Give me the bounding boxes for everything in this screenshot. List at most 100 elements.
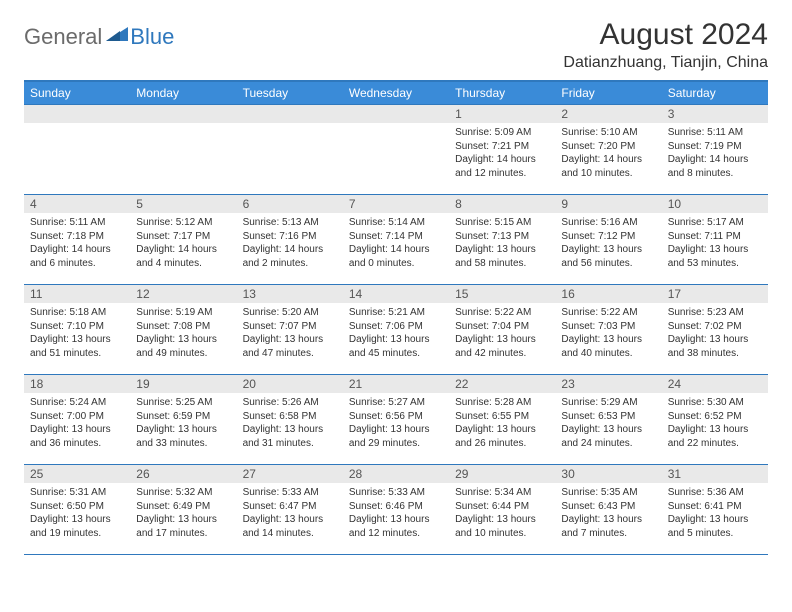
calendar-day-cell: 22Sunrise: 5:28 AMSunset: 6:55 PMDayligh… bbox=[449, 375, 555, 465]
calendar-day-cell: 8Sunrise: 5:15 AMSunset: 7:13 PMDaylight… bbox=[449, 195, 555, 285]
title-block: August 2024 Datianzhuang, Tianjin, China bbox=[563, 18, 768, 72]
day-details: Sunrise: 5:13 AMSunset: 7:16 PMDaylight:… bbox=[237, 213, 343, 272]
day-number: 8 bbox=[449, 195, 555, 213]
daylight-text: Daylight: 13 hours and 38 minutes. bbox=[668, 333, 762, 360]
weekday-header: Tuesday bbox=[237, 81, 343, 105]
sunrise-text: Sunrise: 5:26 AM bbox=[243, 396, 337, 410]
day-number: 28 bbox=[343, 465, 449, 483]
sunset-text: Sunset: 7:03 PM bbox=[561, 320, 655, 334]
daylight-text: Daylight: 13 hours and 19 minutes. bbox=[30, 513, 124, 540]
day-number: 7 bbox=[343, 195, 449, 213]
day-number: 23 bbox=[555, 375, 661, 393]
sunset-text: Sunset: 6:52 PM bbox=[668, 410, 762, 424]
sunrise-text: Sunrise: 5:30 AM bbox=[668, 396, 762, 410]
day-number: 12 bbox=[130, 285, 236, 303]
sunset-text: Sunset: 6:49 PM bbox=[136, 500, 230, 514]
day-details: Sunrise: 5:33 AMSunset: 6:47 PMDaylight:… bbox=[237, 483, 343, 542]
day-details: Sunrise: 5:09 AMSunset: 7:21 PMDaylight:… bbox=[449, 123, 555, 182]
day-details: Sunrise: 5:24 AMSunset: 7:00 PMDaylight:… bbox=[24, 393, 130, 452]
day-number: 11 bbox=[24, 285, 130, 303]
sunrise-text: Sunrise: 5:24 AM bbox=[30, 396, 124, 410]
daylight-text: Daylight: 13 hours and 40 minutes. bbox=[561, 333, 655, 360]
day-number: 21 bbox=[343, 375, 449, 393]
brand-triangle-icon bbox=[106, 25, 128, 46]
day-number: 15 bbox=[449, 285, 555, 303]
calendar-day-cell: 17Sunrise: 5:23 AMSunset: 7:02 PMDayligh… bbox=[662, 285, 768, 375]
sunrise-text: Sunrise: 5:19 AM bbox=[136, 306, 230, 320]
daylight-text: Daylight: 14 hours and 0 minutes. bbox=[349, 243, 443, 270]
calendar-day-cell: 18Sunrise: 5:24 AMSunset: 7:00 PMDayligh… bbox=[24, 375, 130, 465]
brand-text-b: Blue bbox=[130, 24, 174, 50]
calendar-day-cell: 12Sunrise: 5:19 AMSunset: 7:08 PMDayligh… bbox=[130, 285, 236, 375]
day-details: Sunrise: 5:18 AMSunset: 7:10 PMDaylight:… bbox=[24, 303, 130, 362]
sunrise-text: Sunrise: 5:11 AM bbox=[30, 216, 124, 230]
daylight-text: Daylight: 13 hours and 17 minutes. bbox=[136, 513, 230, 540]
sunrise-text: Sunrise: 5:27 AM bbox=[349, 396, 443, 410]
calendar-day-cell: 28Sunrise: 5:33 AMSunset: 6:46 PMDayligh… bbox=[343, 465, 449, 555]
page-header: General Blue August 2024 Datianzhuang, T… bbox=[24, 18, 768, 72]
calendar-day-cell bbox=[24, 105, 130, 195]
daylight-text: Daylight: 14 hours and 6 minutes. bbox=[30, 243, 124, 270]
day-number: 17 bbox=[662, 285, 768, 303]
daylight-text: Daylight: 13 hours and 33 minutes. bbox=[136, 423, 230, 450]
day-details: Sunrise: 5:11 AMSunset: 7:19 PMDaylight:… bbox=[662, 123, 768, 182]
daylight-text: Daylight: 14 hours and 10 minutes. bbox=[561, 153, 655, 180]
sunrise-text: Sunrise: 5:36 AM bbox=[668, 486, 762, 500]
calendar-day-cell: 5Sunrise: 5:12 AMSunset: 7:17 PMDaylight… bbox=[130, 195, 236, 285]
sunrise-text: Sunrise: 5:15 AM bbox=[455, 216, 549, 230]
day-number: 18 bbox=[24, 375, 130, 393]
sunset-text: Sunset: 6:58 PM bbox=[243, 410, 337, 424]
sunrise-text: Sunrise: 5:29 AM bbox=[561, 396, 655, 410]
daylight-text: Daylight: 14 hours and 12 minutes. bbox=[455, 153, 549, 180]
calendar-day-cell: 9Sunrise: 5:16 AMSunset: 7:12 PMDaylight… bbox=[555, 195, 661, 285]
day-number: 22 bbox=[449, 375, 555, 393]
sunset-text: Sunset: 7:16 PM bbox=[243, 230, 337, 244]
sunset-text: Sunset: 7:08 PM bbox=[136, 320, 230, 334]
sunrise-text: Sunrise: 5:14 AM bbox=[349, 216, 443, 230]
daylight-text: Daylight: 13 hours and 45 minutes. bbox=[349, 333, 443, 360]
calendar-day-cell: 11Sunrise: 5:18 AMSunset: 7:10 PMDayligh… bbox=[24, 285, 130, 375]
month-title: August 2024 bbox=[563, 18, 768, 52]
weekday-header: Saturday bbox=[662, 81, 768, 105]
day-number: 27 bbox=[237, 465, 343, 483]
calendar-week-row: 11Sunrise: 5:18 AMSunset: 7:10 PMDayligh… bbox=[24, 285, 768, 375]
sunset-text: Sunset: 7:14 PM bbox=[349, 230, 443, 244]
day-number: 31 bbox=[662, 465, 768, 483]
day-details: Sunrise: 5:22 AMSunset: 7:04 PMDaylight:… bbox=[449, 303, 555, 362]
day-details: Sunrise: 5:36 AMSunset: 6:41 PMDaylight:… bbox=[662, 483, 768, 542]
sunrise-text: Sunrise: 5:33 AM bbox=[349, 486, 443, 500]
day-number: 4 bbox=[24, 195, 130, 213]
sunrise-text: Sunrise: 5:11 AM bbox=[668, 126, 762, 140]
day-number: 19 bbox=[130, 375, 236, 393]
day-number: 29 bbox=[449, 465, 555, 483]
sunset-text: Sunset: 7:06 PM bbox=[349, 320, 443, 334]
day-number: 10 bbox=[662, 195, 768, 213]
day-details: Sunrise: 5:17 AMSunset: 7:11 PMDaylight:… bbox=[662, 213, 768, 272]
day-details: Sunrise: 5:16 AMSunset: 7:12 PMDaylight:… bbox=[555, 213, 661, 272]
sunset-text: Sunset: 7:07 PM bbox=[243, 320, 337, 334]
sunset-text: Sunset: 7:21 PM bbox=[455, 140, 549, 154]
day-number: 13 bbox=[237, 285, 343, 303]
daylight-text: Daylight: 13 hours and 14 minutes. bbox=[243, 513, 337, 540]
sunset-text: Sunset: 6:53 PM bbox=[561, 410, 655, 424]
sunset-text: Sunset: 6:47 PM bbox=[243, 500, 337, 514]
sunrise-text: Sunrise: 5:20 AM bbox=[243, 306, 337, 320]
calendar-week-row: 18Sunrise: 5:24 AMSunset: 7:00 PMDayligh… bbox=[24, 375, 768, 465]
calendar-day-cell: 7Sunrise: 5:14 AMSunset: 7:14 PMDaylight… bbox=[343, 195, 449, 285]
sunrise-text: Sunrise: 5:16 AM bbox=[561, 216, 655, 230]
day-details: Sunrise: 5:33 AMSunset: 6:46 PMDaylight:… bbox=[343, 483, 449, 542]
calendar-day-cell: 15Sunrise: 5:22 AMSunset: 7:04 PMDayligh… bbox=[449, 285, 555, 375]
calendar-day-cell: 6Sunrise: 5:13 AMSunset: 7:16 PMDaylight… bbox=[237, 195, 343, 285]
sunset-text: Sunset: 7:20 PM bbox=[561, 140, 655, 154]
daylight-text: Daylight: 13 hours and 36 minutes. bbox=[30, 423, 124, 450]
day-details: Sunrise: 5:14 AMSunset: 7:14 PMDaylight:… bbox=[343, 213, 449, 272]
sunset-text: Sunset: 6:55 PM bbox=[455, 410, 549, 424]
daylight-text: Daylight: 13 hours and 7 minutes. bbox=[561, 513, 655, 540]
calendar-day-cell bbox=[237, 105, 343, 195]
calendar-page: General Blue August 2024 Datianzhuang, T… bbox=[0, 0, 792, 565]
daylight-text: Daylight: 13 hours and 5 minutes. bbox=[668, 513, 762, 540]
calendar-day-cell: 2Sunrise: 5:10 AMSunset: 7:20 PMDaylight… bbox=[555, 105, 661, 195]
daylight-text: Daylight: 13 hours and 56 minutes. bbox=[561, 243, 655, 270]
day-number bbox=[343, 105, 449, 123]
calendar-day-cell: 31Sunrise: 5:36 AMSunset: 6:41 PMDayligh… bbox=[662, 465, 768, 555]
